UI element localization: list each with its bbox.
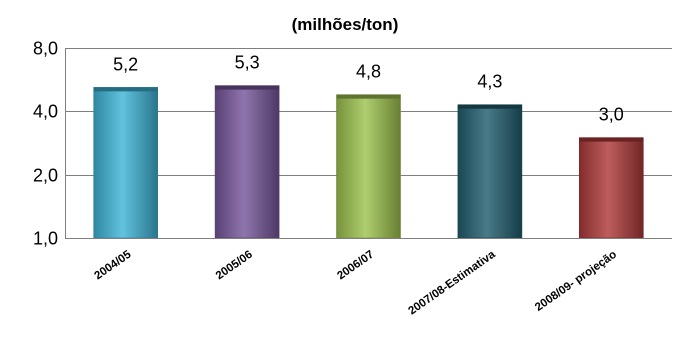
bar <box>336 94 401 239</box>
bars <box>93 85 644 239</box>
data-label: 4,8 <box>356 62 381 82</box>
bar <box>578 137 644 239</box>
x-axis-tick-labels: 2004/05 2005/06 2006/07 2007/08-Estimativa 2… <box>92 248 619 317</box>
bar <box>93 87 158 239</box>
data-label: 4,3 <box>477 72 502 92</box>
bar-top-edge <box>215 85 280 90</box>
x-tick-label: 2004/05 <box>92 248 133 282</box>
bar <box>214 85 280 239</box>
y-tick-label: 2,0 <box>33 166 58 186</box>
data-labels: 5,2 5,3 4,8 4,3 3,0 <box>113 53 624 125</box>
data-label: 5,2 <box>113 54 138 74</box>
y-tick-label: 8,0 <box>33 39 58 59</box>
bar <box>457 104 523 239</box>
bar-top-edge <box>579 137 644 142</box>
x-tick-label: 2007/08-Estimativa <box>406 248 498 317</box>
bar-top-edge <box>457 104 522 109</box>
bar-top-edge <box>93 87 158 92</box>
bar-top-edge <box>336 94 401 99</box>
chart-title: (milhões/ton) <box>292 15 399 34</box>
data-label: 3,0 <box>599 105 624 125</box>
y-tick-label: 4,0 <box>33 102 58 122</box>
data-label: 5,3 <box>235 53 260 73</box>
x-tick-label: 2005/06 <box>214 249 255 283</box>
x-tick-label: 2006/07 <box>335 249 376 283</box>
x-tick-label: 2008/09- projeção <box>533 249 619 314</box>
y-tick-label: 1,0 <box>33 229 58 249</box>
y-axis-tick-labels: 1,0 2,0 4,0 8,0 <box>33 39 58 249</box>
